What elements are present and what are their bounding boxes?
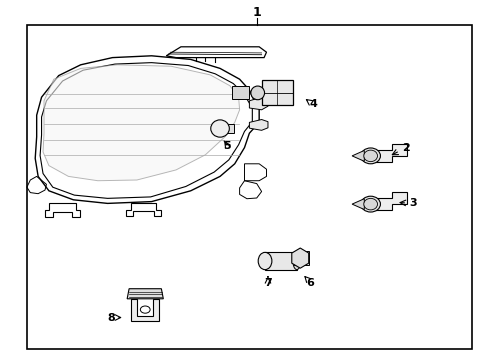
Text: 3: 3	[408, 198, 416, 208]
Ellipse shape	[360, 148, 380, 164]
Text: 5: 5	[223, 141, 231, 151]
Polygon shape	[261, 80, 293, 105]
Polygon shape	[371, 192, 406, 210]
Text: 2: 2	[401, 143, 409, 153]
Polygon shape	[43, 65, 239, 181]
Polygon shape	[351, 199, 364, 210]
Polygon shape	[264, 252, 296, 270]
Ellipse shape	[258, 252, 271, 270]
Polygon shape	[371, 144, 406, 162]
Ellipse shape	[363, 198, 377, 210]
Ellipse shape	[360, 196, 380, 212]
Polygon shape	[351, 150, 364, 161]
Circle shape	[140, 306, 150, 313]
Polygon shape	[249, 97, 267, 110]
Polygon shape	[131, 299, 159, 321]
Ellipse shape	[250, 86, 264, 100]
Text: 1: 1	[252, 6, 261, 19]
Text: 8: 8	[107, 312, 115, 323]
Polygon shape	[249, 120, 267, 130]
Ellipse shape	[363, 150, 377, 162]
Polygon shape	[291, 248, 308, 268]
Text: 6: 6	[306, 278, 314, 288]
Text: 4: 4	[308, 99, 316, 109]
Ellipse shape	[210, 120, 229, 137]
Text: 7: 7	[264, 278, 271, 288]
Polygon shape	[294, 251, 308, 265]
Polygon shape	[220, 124, 233, 133]
Polygon shape	[232, 86, 249, 99]
Polygon shape	[127, 289, 163, 299]
Ellipse shape	[292, 252, 300, 270]
